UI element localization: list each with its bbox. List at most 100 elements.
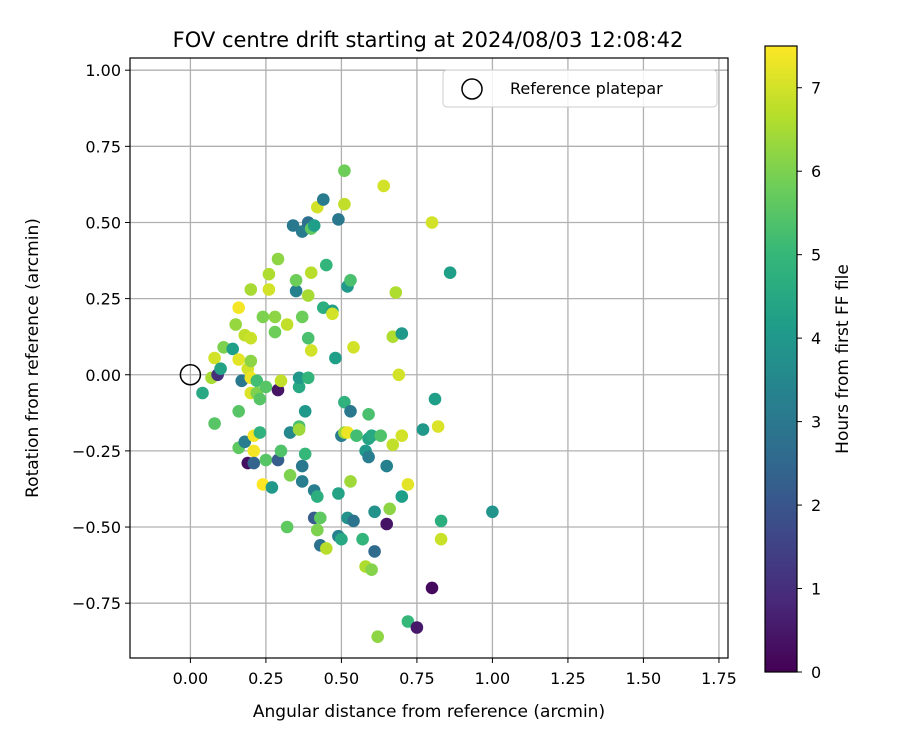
x-axis-label: Angular distance from reference (arcmin): [253, 702, 605, 722]
data-point: [274, 444, 288, 458]
data-point: [301, 371, 315, 385]
y-axis-ticks: −0.75 −0.50 −0.25 0.00 0.25 0.50 0.75 1.00: [72, 61, 130, 613]
x-tick-label: 1.50: [626, 669, 662, 688]
axes-frame: [129, 57, 729, 659]
data-point: [311, 490, 324, 503]
y-tick-label: −0.50: [72, 518, 121, 537]
data-point: [307, 219, 321, 232]
data-point: [374, 429, 388, 443]
data-point: [289, 284, 303, 298]
data-point: [332, 213, 345, 226]
data-point: [314, 511, 327, 525]
data-point: [410, 621, 424, 634]
data-point: [431, 420, 445, 433]
data-point: [214, 362, 227, 376]
data-point: [383, 502, 397, 516]
data-point: [380, 459, 394, 473]
data-point: [365, 563, 378, 576]
data-point: [486, 505, 499, 519]
data-point: [401, 615, 415, 628]
data-point: [425, 216, 439, 229]
x-tick-label: 0.75: [399, 669, 435, 688]
chart-title: FOV centre drift starting at 2024/08/03 …: [173, 28, 684, 52]
y-tick-label: 1.00: [85, 61, 121, 80]
data-point: [443, 266, 457, 280]
data-point: [304, 266, 318, 280]
colorbar-tick-label: 3: [811, 413, 821, 432]
data-point: [295, 459, 309, 473]
data-point: [362, 450, 375, 464]
legend-entry-reference-platepar: Reference platepar: [510, 79, 663, 98]
data-point: [265, 481, 279, 494]
data-point: [338, 395, 351, 409]
data-point: [371, 630, 385, 643]
data-point: [196, 386, 209, 400]
y-tick-label: 0.00: [85, 366, 121, 385]
data-point: [253, 426, 267, 439]
data-point: [347, 514, 360, 528]
colorbar-tick-label: 2: [811, 496, 821, 515]
y-tick-label: −0.25: [72, 442, 121, 461]
data-point: [232, 353, 245, 366]
data-point: [344, 475, 357, 488]
data-point: [332, 487, 345, 500]
y-tick-label: 0.75: [85, 137, 121, 156]
data-point: [247, 456, 261, 470]
data-point: [250, 374, 264, 388]
colorbar: 0 1 2 3 4 5 6 7 Hours from first FF file: [764, 45, 853, 682]
data-point: [256, 310, 270, 324]
reference-layer: [179, 364, 202, 386]
data-point: [226, 342, 239, 356]
data-point: [280, 520, 294, 534]
data-point: [283, 469, 297, 482]
colorbar-tick-label: 1: [811, 580, 821, 599]
data-point: [347, 341, 360, 354]
data-point: [268, 310, 282, 324]
data-point: [320, 258, 333, 272]
data-point: [434, 532, 448, 546]
data-point: [320, 542, 333, 555]
data-point: [304, 344, 318, 357]
data-point: [244, 354, 258, 368]
x-tick-label: 1.75: [701, 669, 737, 688]
data-point: [292, 380, 306, 394]
legend-box: [442, 69, 718, 108]
data-point: [380, 517, 394, 531]
data-point: [344, 405, 357, 418]
colorbar-tick-label: 7: [811, 79, 821, 98]
data-point: [208, 417, 221, 430]
y-tick-label: 0.25: [85, 290, 121, 309]
reference-platepar-marker: [179, 364, 202, 386]
data-point: [298, 405, 312, 418]
colorbar-tick-label: 4: [811, 329, 821, 348]
data-point: [395, 490, 409, 503]
colorbar-tick-label: 5: [811, 246, 821, 265]
data-point: [428, 392, 442, 406]
x-tick-label: 1.00: [475, 669, 511, 688]
data-point: [253, 392, 267, 406]
data-point: [338, 164, 351, 177]
data-point: [311, 523, 324, 537]
data-point: [268, 325, 282, 339]
data-point: [271, 252, 285, 266]
data-point: [292, 423, 306, 436]
colorbar-ticks: 0 1 2 3 4 5 6 7: [797, 79, 821, 682]
data-point: [259, 380, 273, 394]
data-point: [262, 267, 276, 281]
data-point: [298, 447, 312, 461]
data-point: [229, 318, 242, 331]
colorbar-label: Hours from first FF file: [833, 264, 853, 454]
data-point: [317, 193, 330, 206]
data-point: [280, 318, 294, 331]
data-point: [362, 408, 375, 421]
y-axis-label: Rotation from reference (arcmin): [23, 218, 43, 498]
axes-background: [130, 58, 728, 658]
y-tick-label: 0.50: [85, 213, 121, 232]
data-point: [295, 475, 309, 488]
x-tick-label: 0.25: [248, 669, 284, 688]
x-tick-label: 0.50: [324, 669, 360, 688]
data-point: [295, 310, 309, 324]
data-point: [344, 274, 357, 287]
data-point: [434, 514, 448, 528]
